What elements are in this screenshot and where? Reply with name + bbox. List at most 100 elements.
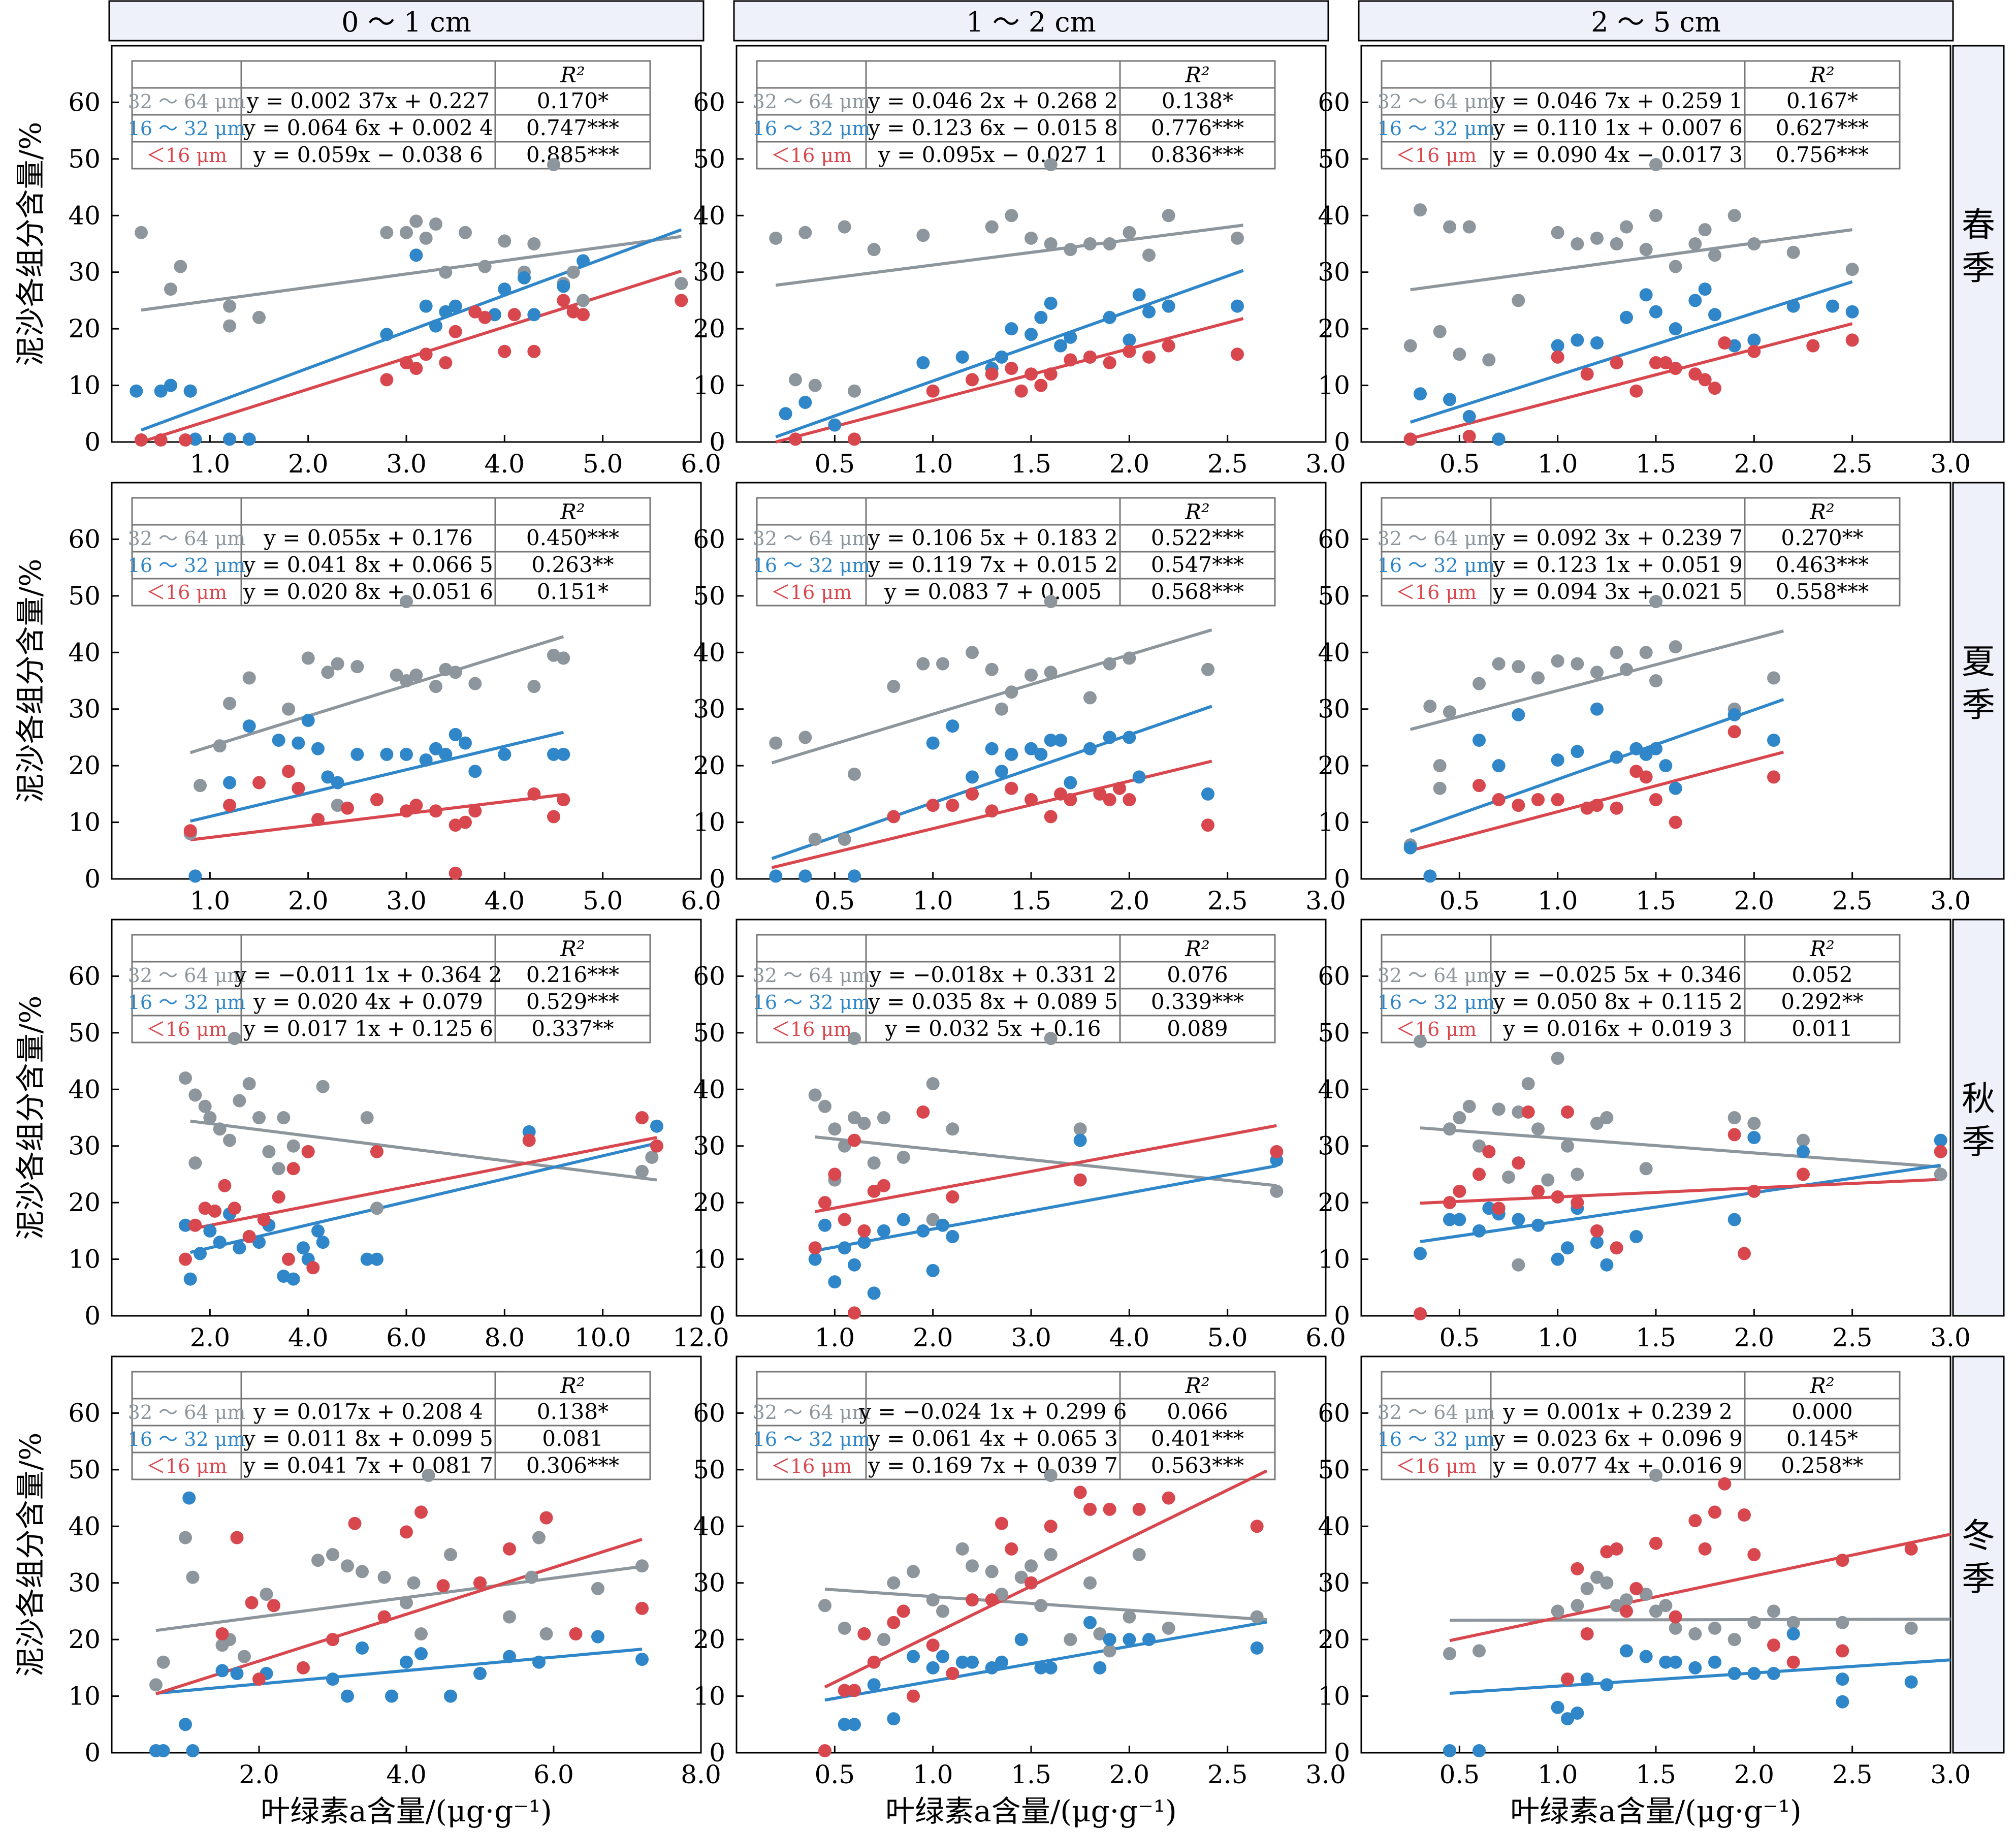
fit-line xyxy=(141,269,682,444)
column-header-label: 0 ～ 1 cm xyxy=(341,6,471,38)
data-point xyxy=(1443,393,1456,406)
data-point xyxy=(1649,1536,1662,1550)
data-point xyxy=(926,1638,940,1652)
data-point xyxy=(916,1105,930,1119)
data-point xyxy=(242,1077,256,1091)
legend-size-class: ＜16 μm xyxy=(146,1018,227,1040)
data-point xyxy=(356,1565,369,1578)
y-tick-label: 50 xyxy=(68,1018,101,1048)
data-point xyxy=(1669,640,1682,654)
data-point xyxy=(449,325,462,338)
data-point xyxy=(848,1306,861,1320)
row-header-box xyxy=(1952,45,2005,443)
data-point xyxy=(946,1667,959,1680)
data-point xyxy=(1531,671,1545,685)
r2-header: R² xyxy=(560,1373,585,1398)
data-point xyxy=(1123,731,1136,744)
data-point xyxy=(419,231,433,245)
data-point xyxy=(985,1565,999,1578)
data-point xyxy=(955,1655,969,1669)
data-point xyxy=(1433,325,1447,338)
fit-line xyxy=(1410,322,1853,440)
data-point xyxy=(1610,1599,1623,1613)
data-point xyxy=(955,350,969,364)
data-point xyxy=(380,373,394,387)
data-point xyxy=(798,869,812,883)
data-point xyxy=(449,866,462,880)
x-tick-label: 2.0 xyxy=(288,449,329,479)
data-point xyxy=(808,833,822,846)
r2-value: 0.167* xyxy=(1786,88,1858,113)
data-point xyxy=(995,1655,1008,1669)
y-tick-label: 10 xyxy=(68,1682,101,1711)
data-point xyxy=(985,220,999,234)
data-point xyxy=(966,646,979,659)
data-point xyxy=(557,279,570,293)
data-point xyxy=(1270,1184,1284,1198)
data-point xyxy=(650,1139,663,1153)
data-point xyxy=(926,1593,940,1607)
data-point xyxy=(370,1145,383,1158)
y-tick-label: 20 xyxy=(693,1188,725,1217)
y-tick-label: 0 xyxy=(1334,864,1350,894)
data-point xyxy=(1610,237,1623,250)
regression-equation: y = 0.106 5x + 0.183 2 xyxy=(868,525,1118,550)
data-point xyxy=(473,1667,487,1680)
data-point xyxy=(1492,657,1506,671)
x-tick-label: 5.0 xyxy=(1207,1323,1248,1352)
data-point xyxy=(867,243,881,257)
r2-header: R² xyxy=(1185,499,1209,524)
data-point xyxy=(194,779,207,793)
data-point xyxy=(468,677,482,690)
legend-size-class: ＜16 μm xyxy=(1396,581,1477,604)
data-point xyxy=(1123,651,1136,665)
r2-value: 0.081 xyxy=(542,1426,603,1451)
data-point xyxy=(1580,1627,1594,1640)
data-point xyxy=(1836,1616,1849,1629)
y-tick-label: 30 xyxy=(693,1131,725,1161)
data-point xyxy=(857,1224,871,1238)
column-header: 0 ～ 1 cm xyxy=(108,0,705,42)
x-tick-label: 3.0 xyxy=(1305,449,1346,479)
data-point xyxy=(444,1689,457,1703)
data-point xyxy=(326,1548,339,1561)
data-point xyxy=(1414,1307,1427,1320)
r2-header: R² xyxy=(1809,62,1834,87)
data-point xyxy=(1610,1542,1623,1556)
data-point xyxy=(400,356,413,369)
regression-equation: y = 0.002 37x + 0.227 xyxy=(246,88,490,113)
data-point xyxy=(1103,657,1116,671)
regression-equation: y = 0.050 8x + 0.115 2 xyxy=(1492,989,1743,1014)
data-point xyxy=(955,1542,969,1556)
y-tick-label: 40 xyxy=(693,1075,725,1104)
y-tick-label: 50 xyxy=(1318,581,1350,611)
data-point xyxy=(828,418,842,432)
data-point xyxy=(1044,1032,1058,1045)
data-point xyxy=(1551,793,1564,806)
data-point xyxy=(1747,1117,1761,1130)
x-tick-label: 8.0 xyxy=(681,1760,721,1789)
fit-line xyxy=(1410,228,1853,292)
x-tick-label: 1.0 xyxy=(1538,886,1578,915)
data-point xyxy=(848,1258,861,1272)
data-point xyxy=(1669,815,1682,829)
data-point xyxy=(316,1080,330,1093)
data-point xyxy=(769,869,783,883)
data-point xyxy=(789,373,802,387)
equation-table: R² 32 ～ 64 μmy = 0.106 5x + 0.183 2 0.522*… xyxy=(753,497,1276,607)
data-point xyxy=(926,736,940,750)
data-point xyxy=(297,1241,310,1255)
data-point xyxy=(230,1667,244,1680)
y-tick-label: 20 xyxy=(693,1625,725,1654)
data-point xyxy=(1512,660,1525,674)
data-point xyxy=(311,742,325,755)
data-point xyxy=(1571,1599,1584,1613)
data-point xyxy=(1103,1644,1116,1658)
legend-size-class: 32 ～ 64 μm xyxy=(1378,527,1495,550)
data-point xyxy=(946,1230,959,1243)
row-header-char: 春 xyxy=(1962,205,1995,244)
x-tick-label: 3.0 xyxy=(1305,1760,1346,1789)
data-point xyxy=(1103,310,1116,324)
data-point xyxy=(1482,1145,1496,1158)
x-tick-label: 2.0 xyxy=(1734,1323,1775,1352)
